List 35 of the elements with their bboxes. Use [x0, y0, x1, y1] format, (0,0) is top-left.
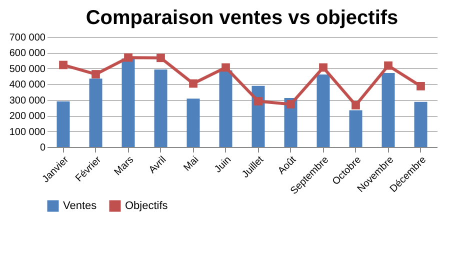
chart-title: Comparaison ventes vs objectifs: [86, 7, 398, 29]
bar: [186, 98, 200, 147]
y-tick-label: 200 000: [9, 111, 46, 122]
y-tick-label: 400 000: [9, 80, 46, 91]
point: [352, 101, 360, 110]
bar: [56, 101, 70, 147]
y-tick-label: 300 000: [9, 95, 46, 106]
bar: [414, 102, 428, 147]
x-tick-label: Juin: [212, 154, 234, 176]
point: [416, 82, 425, 90]
point: [384, 61, 392, 70]
legend-label: Objectifs: [125, 200, 168, 212]
bar: [122, 58, 135, 147]
y-tick-label: 700 000: [9, 32, 46, 44]
point: [286, 100, 295, 108]
x-tick-label: Mai: [182, 154, 202, 174]
point: [59, 60, 68, 70]
legend-label: Ventes: [63, 200, 98, 212]
bar: [349, 110, 362, 147]
y-tick-label: 0: [40, 142, 46, 154]
bar: [219, 70, 232, 147]
bar: [316, 74, 330, 147]
y-tick-label: 500 000: [9, 64, 46, 75]
point: [124, 53, 132, 62]
point: [254, 97, 262, 106]
point: [156, 54, 165, 62]
point: [189, 79, 198, 88]
point: [222, 63, 230, 72]
point: [92, 70, 100, 78]
y-tick-label: 600 000: [9, 48, 46, 60]
bar: [89, 78, 102, 147]
point: [319, 63, 328, 72]
bar: [154, 70, 168, 147]
bar: [382, 72, 395, 147]
y-tick-label: 100 000: [9, 126, 46, 138]
